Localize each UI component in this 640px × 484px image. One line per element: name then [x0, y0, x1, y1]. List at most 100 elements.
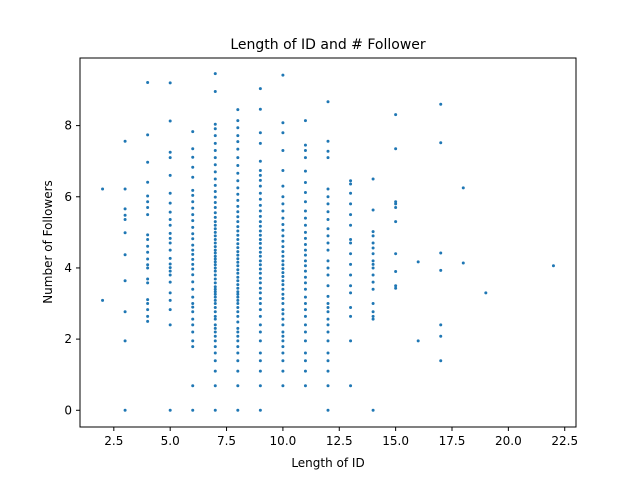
data-point [281, 339, 285, 343]
data-point [258, 314, 262, 318]
data-point [303, 169, 307, 173]
data-point [146, 233, 150, 237]
x-tick-label: 7.5 [217, 434, 236, 448]
data-point [191, 310, 195, 314]
data-point [213, 266, 217, 270]
data-point [281, 254, 285, 258]
data-point [213, 323, 217, 327]
data-point [303, 384, 307, 388]
data-point [281, 330, 285, 334]
data-point [258, 323, 262, 327]
data-point [213, 269, 217, 273]
data-point [303, 143, 307, 147]
data-point [236, 220, 240, 224]
data-point [213, 290, 217, 294]
data-point [281, 279, 285, 283]
data-point [303, 351, 307, 355]
data-point [236, 271, 240, 275]
data-point [371, 262, 375, 266]
data-point [281, 384, 285, 388]
data-point [303, 200, 307, 204]
data-point [551, 264, 555, 268]
x-tick-label: 10.0 [270, 434, 297, 448]
data-point [258, 267, 262, 271]
data-point [236, 215, 240, 219]
data-point [349, 262, 353, 266]
data-point [281, 195, 285, 199]
data-point [213, 334, 217, 338]
data-point [213, 72, 217, 76]
data-point [213, 339, 217, 343]
data-point [146, 160, 150, 164]
data-point [168, 119, 172, 123]
data-point [191, 257, 195, 261]
x-tick-label: 20.0 [495, 434, 522, 448]
data-point [168, 248, 172, 252]
data-point [236, 298, 240, 302]
data-point [191, 188, 195, 192]
data-point [258, 233, 262, 237]
data-point [213, 330, 217, 334]
data-point [303, 287, 307, 291]
data-point [146, 298, 150, 302]
data-point [258, 241, 262, 245]
data-point [281, 121, 285, 125]
data-point [213, 200, 217, 204]
data-point [236, 163, 240, 167]
data-point [213, 273, 217, 277]
data-point [236, 198, 240, 202]
data-point [213, 205, 217, 209]
data-point [258, 259, 262, 263]
data-point [303, 295, 307, 299]
data-point [258, 359, 262, 363]
data-point [326, 359, 330, 363]
data-point [236, 147, 240, 151]
data-point [281, 274, 285, 278]
y-tick-label: 2 [64, 332, 72, 346]
data-point [258, 209, 262, 213]
data-point [258, 87, 262, 91]
data-point [258, 297, 262, 301]
data-point [191, 200, 195, 204]
data-point [303, 236, 307, 240]
data-point [371, 310, 375, 314]
data-point [236, 260, 240, 264]
data-point [213, 149, 217, 153]
data-point [123, 218, 127, 222]
data-point [461, 186, 465, 190]
x-tick-label: 17.5 [439, 434, 466, 448]
data-point [258, 254, 262, 258]
data-point [236, 310, 240, 314]
data-point [349, 305, 353, 309]
data-point [326, 195, 330, 199]
data-point [258, 229, 262, 233]
data-point [281, 302, 285, 306]
data-point [303, 269, 307, 273]
data-point [371, 314, 375, 318]
y-tick-label: 4 [64, 261, 72, 275]
data-point [236, 264, 240, 268]
data-point [326, 139, 330, 143]
data-point [123, 339, 127, 343]
data-point [236, 242, 240, 246]
data-point [281, 297, 285, 301]
data-point [303, 323, 307, 327]
data-point [394, 202, 398, 206]
data-point [258, 168, 262, 172]
data-point [191, 267, 195, 271]
data-point [191, 339, 195, 343]
data-point [101, 298, 105, 302]
data-point [191, 193, 195, 197]
data-point [236, 126, 240, 130]
data-point [326, 266, 330, 270]
data-point [394, 284, 398, 288]
data-point [281, 245, 285, 249]
data-point [191, 345, 195, 349]
data-point [191, 219, 195, 223]
data-point [326, 310, 330, 314]
data-point [281, 345, 285, 349]
data-point [236, 204, 240, 208]
data-point [394, 147, 398, 151]
